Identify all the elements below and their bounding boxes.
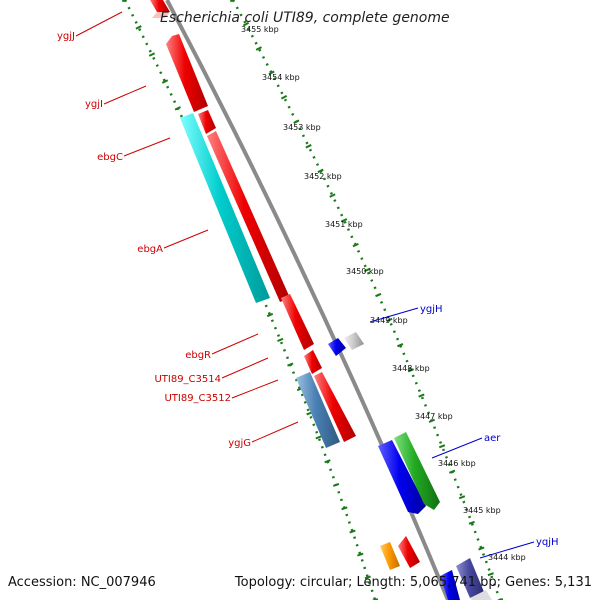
feature-yqjH-blue[interactable] xyxy=(440,570,460,600)
gene-label: UTI89_C3512 xyxy=(164,393,231,404)
feature-ebgA-cyan[interactable] xyxy=(180,113,270,303)
genome-summary: Topology: circular; Length: 5,065,741 bp… xyxy=(234,575,592,590)
major-tick xyxy=(340,218,348,223)
major-tick xyxy=(266,312,274,318)
major-tick xyxy=(349,529,356,534)
map-title: Escherichia coli UTI89, complete genome xyxy=(160,10,450,26)
gene-label: ebgA xyxy=(137,244,163,255)
major-tick xyxy=(268,70,275,76)
major-tick xyxy=(487,572,494,577)
major-tick xyxy=(407,368,415,373)
inner-major-ticks xyxy=(229,0,504,600)
feature-red-small[interactable] xyxy=(398,536,420,568)
gene-label: aer xyxy=(484,433,501,444)
major-tick xyxy=(287,362,294,367)
major-tick xyxy=(242,21,250,27)
feature-UTI89-C3512[interactable] xyxy=(314,372,356,442)
feature-yqjH-purple[interactable] xyxy=(456,558,484,598)
feature-aer-green[interactable] xyxy=(394,432,440,510)
tick-rings xyxy=(123,0,502,600)
major-tick xyxy=(324,459,331,464)
feature-ygjJ[interactable] xyxy=(150,0,170,12)
feature-ebgA[interactable] xyxy=(207,131,290,302)
major-tick xyxy=(458,495,466,500)
feature-ygjJ-end[interactable] xyxy=(152,12,170,18)
feature-UTI89-C3514[interactable] xyxy=(304,350,322,374)
major-tick xyxy=(255,46,262,51)
major-tick xyxy=(332,482,340,487)
major-tick xyxy=(341,506,348,511)
major-tick xyxy=(161,79,169,84)
gene-label: ygjH xyxy=(420,304,443,315)
gene-label: ygjI xyxy=(85,99,103,110)
major-tick xyxy=(363,267,371,273)
feature-blue-small[interactable] xyxy=(328,338,346,356)
accession-text: Accession: NC_007946 xyxy=(8,575,156,590)
major-tick xyxy=(305,144,312,149)
gene-label: yqjH xyxy=(536,537,559,548)
forward-strand-features xyxy=(328,332,492,600)
major-tick xyxy=(386,317,393,323)
scale-label: 3446 kbp xyxy=(438,459,476,468)
major-tick xyxy=(148,52,156,57)
major-tick xyxy=(448,469,456,474)
scale-label: 3449 kbp xyxy=(370,316,408,325)
scale-label: 3451 kbp xyxy=(325,220,363,229)
gene-label: ebgR xyxy=(185,350,211,361)
feature-aer-blue[interactable] xyxy=(378,440,426,514)
major-tick xyxy=(293,119,300,124)
major-tick xyxy=(121,0,128,3)
outer-tick-ring xyxy=(123,0,377,600)
outer-major-ticks xyxy=(121,0,379,600)
scale-label: 3448 kbp xyxy=(392,364,430,373)
major-tick xyxy=(357,552,364,557)
major-tick xyxy=(438,444,446,449)
major-tick xyxy=(329,193,336,198)
scale-label: 3450 kbp xyxy=(346,267,384,276)
inner-tick-ring xyxy=(231,0,502,600)
gene-label: ygjJ xyxy=(57,31,75,42)
scale-label: 3444 kbp xyxy=(488,553,526,562)
feature-grey-bottom[interactable] xyxy=(470,590,492,600)
genome-backbone xyxy=(165,0,450,600)
scale-label: 3447 kbp xyxy=(415,412,453,421)
feature-orange[interactable] xyxy=(380,542,400,570)
scale-labels: 3455 kbp 3454 kbp 3453 kbp 3452 kbp 3451… xyxy=(241,25,526,562)
major-tick xyxy=(397,343,404,348)
gene-label: UTI89_C3514 xyxy=(154,374,221,385)
major-tick xyxy=(428,418,435,423)
major-tick xyxy=(478,546,485,551)
gene-label: ebgC xyxy=(97,152,123,163)
major-tick xyxy=(418,393,425,398)
feature-ebgC[interactable] xyxy=(198,110,216,134)
major-tick xyxy=(364,575,371,580)
major-tick xyxy=(315,435,322,440)
major-tick xyxy=(317,168,324,174)
major-tick xyxy=(371,598,379,600)
gene-label: ygjG xyxy=(228,438,251,449)
scale-label: 3455 kbp xyxy=(241,25,279,34)
major-tick xyxy=(280,94,288,100)
reverse-strand-features xyxy=(150,0,420,570)
feature-ebgR[interactable] xyxy=(281,294,314,350)
major-tick xyxy=(375,292,382,298)
major-tick xyxy=(135,25,142,30)
gene-labels: ygjJ ygjI ebgC ebgA ebgR UTI89_C3514 UTI… xyxy=(57,31,559,548)
feature-grey[interactable] xyxy=(344,332,364,350)
major-tick xyxy=(497,598,504,600)
major-tick xyxy=(352,242,359,248)
major-tick xyxy=(229,0,236,3)
scale-label: 3452 kbp xyxy=(304,172,342,181)
leader-lines xyxy=(75,11,535,559)
scale-label: 3454 kbp xyxy=(262,73,300,82)
major-tick xyxy=(174,106,181,111)
major-tick xyxy=(277,337,284,342)
feature-ygjG[interactable] xyxy=(296,372,340,448)
major-tick xyxy=(468,520,475,525)
scale-label: 3445 kbp xyxy=(463,506,501,515)
feature-ygjI[interactable] xyxy=(166,34,208,112)
scale-label: 3453 kbp xyxy=(283,123,321,132)
